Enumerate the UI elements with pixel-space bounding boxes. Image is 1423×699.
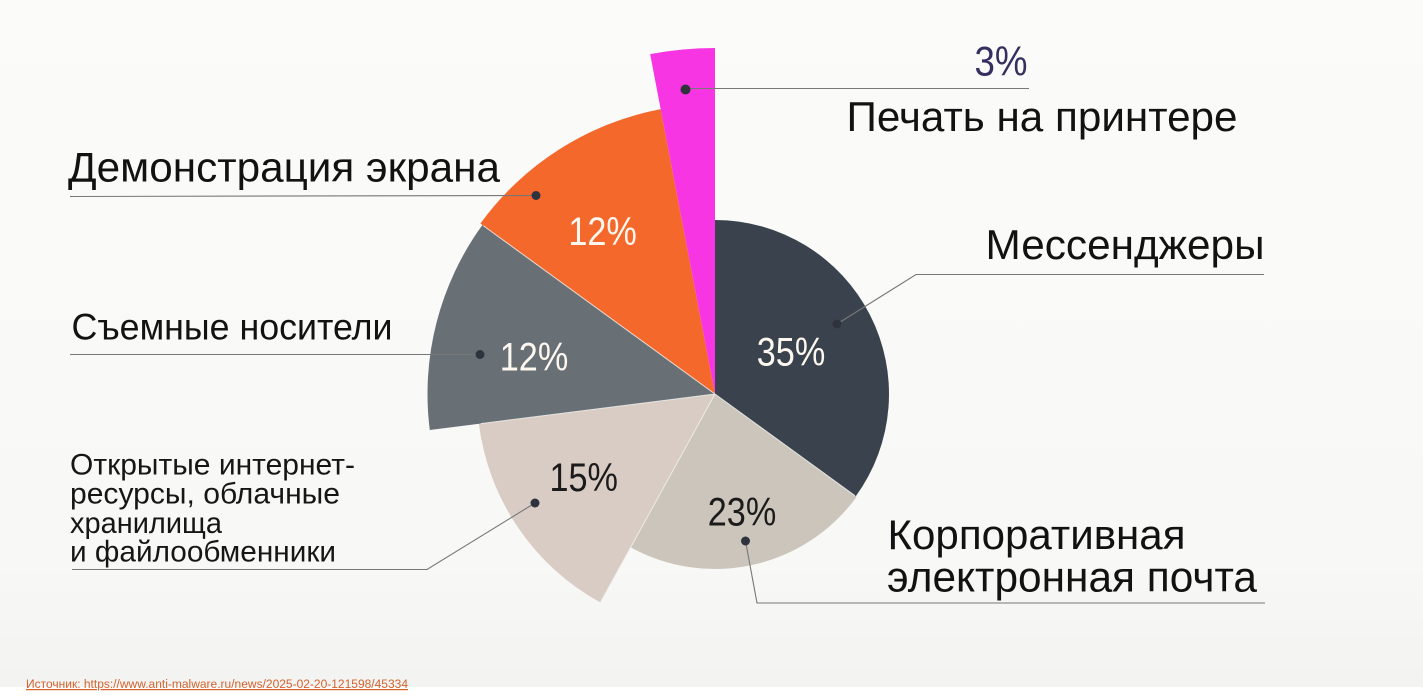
svg-text:Съемные носители: Съемные носители (72, 307, 393, 348)
svg-text:Источник: https://www.anti-mal: Источник: https://www.anti-malware.ru/ne… (26, 677, 408, 691)
svg-text:15%: 15% (549, 456, 618, 500)
svg-text:Мессенджеры: Мессенджеры (986, 221, 1265, 268)
svg-text:12%: 12% (568, 210, 637, 254)
svg-text:электронная почта: электронная почта (887, 554, 1257, 602)
svg-text:ресурсы, облачные: ресурсы, облачные (70, 478, 340, 511)
svg-text:и файлообменники: и файлообменники (70, 536, 336, 569)
svg-text:12%: 12% (500, 336, 569, 380)
svg-text:Печать на принтере: Печать на принтере (847, 93, 1238, 140)
svg-text:хранилища: хранилища (70, 507, 222, 540)
svg-text:Открытые интернет-: Открытые интернет- (70, 449, 355, 482)
svg-text:3%: 3% (975, 38, 1028, 85)
svg-text:Демонстрация экрана: Демонстрация экрана (68, 144, 501, 191)
svg-text:35%: 35% (757, 331, 826, 375)
svg-text:23%: 23% (708, 491, 777, 535)
svg-text:Корпоративная: Корпоративная (888, 511, 1186, 558)
